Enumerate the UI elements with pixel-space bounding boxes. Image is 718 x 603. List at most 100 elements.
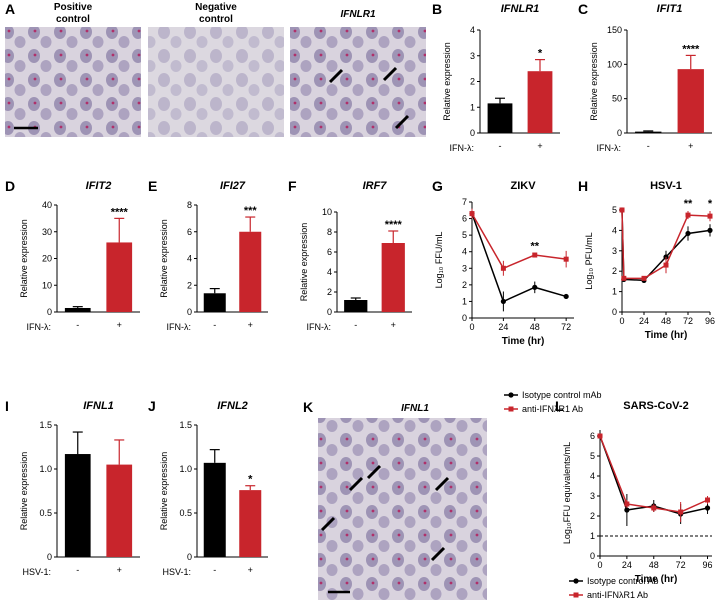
x-axis-label: Time (hr)	[645, 330, 688, 341]
x-tick-label: 48	[649, 560, 659, 570]
image-caption: Negative control	[195, 2, 237, 25]
arrows	[320, 464, 450, 562]
y-tick-label: 2	[590, 511, 595, 521]
y-tick-label: 20	[42, 254, 52, 264]
y-tick-label: 0	[327, 307, 332, 317]
micrograph	[318, 418, 487, 600]
point	[651, 505, 657, 511]
x-tick-label: -	[499, 141, 502, 151]
panel-letter: F	[288, 178, 297, 194]
point	[678, 509, 684, 515]
y-tick-label: 1.5	[179, 420, 192, 430]
x-tick-label: 48	[530, 322, 540, 332]
y-tick-label: 1	[470, 102, 475, 112]
legend-marker	[573, 578, 579, 584]
y-axis-label: Relative expression	[159, 219, 169, 298]
significance: *	[538, 48, 543, 60]
legend-label: anti-IFNλR1 Ab	[587, 590, 648, 600]
x-tick-label: 72	[683, 316, 693, 326]
y-tick-label: 3	[470, 51, 475, 61]
x-tick-label: 0	[619, 316, 624, 326]
y-tick-label: 50	[612, 94, 622, 104]
chart-title: IFNLR1	[501, 3, 540, 15]
micrograph	[5, 27, 141, 137]
chart-title: ZIKV	[510, 180, 536, 192]
point	[641, 275, 647, 281]
y-tick-label: 10	[322, 207, 332, 217]
point	[563, 256, 569, 262]
significance: ****	[682, 43, 700, 55]
x-axis-label: IFN-λ:	[307, 322, 332, 332]
legend-marker	[573, 592, 579, 598]
significance: *	[708, 198, 713, 210]
y-tick-label: 0	[47, 307, 52, 317]
legend-marker	[508, 392, 514, 398]
x-tick-label: -	[354, 320, 357, 330]
chart-title: IFIT1	[657, 3, 683, 15]
x-tick-label: 48	[661, 316, 671, 326]
y-tick-label: 100	[607, 59, 622, 69]
micrographs-a	[5, 27, 426, 137]
panel-letter: L	[555, 398, 564, 414]
significance: ****	[111, 206, 129, 218]
x-tick-label: 0	[597, 560, 602, 570]
bar	[677, 69, 704, 133]
image-caption: Positive control	[54, 2, 93, 25]
bar	[106, 464, 133, 557]
y-axis-label: Log₁₀FFU equivalents/mL	[562, 442, 572, 544]
y-tick-label: 0	[470, 128, 475, 138]
y-tick-label: 6	[462, 214, 467, 224]
series-line	[471, 213, 567, 270]
panel-letter: G	[432, 178, 443, 194]
y-tick-label: 2	[470, 77, 475, 87]
x-axis-label: Time (hr)	[502, 336, 545, 347]
bar	[239, 231, 262, 312]
y-tick-label: 0	[612, 307, 617, 317]
legend-label: Isotype control Ab	[587, 576, 659, 586]
x-axis-label: IFN-λ:	[27, 322, 52, 332]
bar	[203, 462, 226, 557]
point	[597, 433, 603, 439]
series-line	[621, 209, 711, 280]
micrograph-k	[318, 418, 487, 600]
x-tick-label: +	[248, 565, 253, 575]
point	[500, 265, 506, 271]
y-axis-label: Relative expression	[299, 223, 309, 302]
point	[705, 497, 711, 503]
point	[532, 284, 538, 290]
y-tick-label: 1.0	[179, 464, 192, 474]
y-tick-label: 3	[612, 246, 617, 256]
y-tick-label: 150	[607, 25, 622, 35]
point	[619, 207, 625, 213]
y-tick-label: 4	[590, 471, 595, 481]
x-axis-label: IFN-λ:	[597, 143, 622, 153]
chart-title: IFNL2	[217, 400, 248, 412]
bar	[239, 490, 262, 557]
chart-title: IFNL1	[83, 400, 114, 412]
point	[685, 230, 691, 237]
y-tick-label: 6	[327, 247, 332, 257]
image-caption: IFNLR1	[341, 9, 376, 20]
x-tick-label: 96	[703, 560, 713, 570]
x-tick-label: +	[117, 565, 122, 575]
y-tick-label: 6	[590, 431, 595, 441]
y-tick-label: 8	[187, 200, 192, 210]
panel-letter: H	[578, 178, 588, 194]
y-tick-label: 7	[462, 197, 467, 207]
y-tick-label: 1	[462, 296, 467, 306]
x-tick-label: +	[688, 141, 693, 151]
y-tick-label: 4	[187, 254, 192, 264]
y-tick-label: 8	[327, 227, 332, 237]
y-tick-label: 0.5	[39, 508, 52, 518]
y-tick-label: 2	[187, 280, 192, 290]
significance: **	[684, 198, 693, 210]
y-tick-label: 0.5	[179, 508, 192, 518]
y-tick-label: 5	[590, 451, 595, 461]
point	[563, 293, 569, 300]
y-tick-label: 4	[612, 225, 617, 235]
y-tick-label: 2	[612, 266, 617, 276]
x-tick-label: 96	[705, 316, 715, 326]
y-tick-label: 2	[327, 287, 332, 297]
y-axis-label: Relative expression	[589, 42, 599, 121]
y-tick-label: 0	[47, 552, 52, 562]
